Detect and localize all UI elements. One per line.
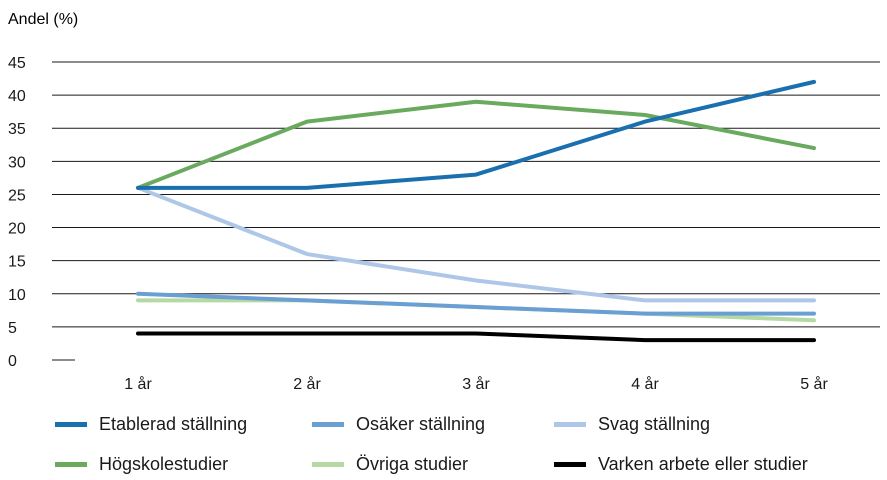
y-tick-label: 40 [8, 88, 26, 105]
series-line [136, 298, 816, 323]
legend-swatch [312, 422, 344, 427]
legend-label: Osäker ställning [356, 414, 486, 434]
y-axis-ticks: 0 5 10 15 20 25 30 35 40 45 [8, 55, 26, 370]
y-axis-title: Andel (%) [8, 11, 78, 28]
legend-item: Varken arbete eller studier [554, 454, 808, 475]
series-line [136, 331, 816, 343]
legend-label: Svag ställning [598, 414, 711, 434]
legend-item: Etablerad ställning [55, 414, 247, 435]
legend-swatch [55, 422, 87, 427]
legend-label: Etablerad ställning [99, 414, 248, 434]
x-axis-ticks: 1 år 2 år 3 år 4 år 5 år [124, 375, 828, 393]
x-tick-label: 2 år [293, 375, 321, 393]
legend-label: Övriga studier [356, 454, 469, 474]
series-line [136, 185, 816, 303]
legend-swatch [55, 462, 87, 467]
y-tick-label: 30 [8, 154, 26, 171]
legend-swatch [312, 462, 344, 467]
legend-item: Osäker ställning [312, 414, 485, 435]
series-lines [136, 79, 816, 343]
y-tick-label: 35 [8, 121, 26, 138]
x-tick-label: 5 år [800, 375, 828, 393]
series-line [136, 79, 816, 190]
legend-item: Svag ställning [554, 414, 710, 435]
series-line [136, 291, 816, 316]
legend-label: Varken arbete eller studier [598, 454, 808, 474]
legend-swatch [554, 462, 586, 467]
legend-label: Högskolestudier [99, 454, 229, 474]
y-tick-label: 5 [8, 320, 17, 337]
legend-item: Högskolestudier [55, 454, 228, 475]
x-tick-label: 1 år [124, 375, 152, 393]
y-tick-label: 15 [8, 254, 26, 271]
x-tick-label: 4 år [631, 375, 659, 393]
y-tick-label: 10 [8, 287, 26, 304]
grid [52, 61, 880, 361]
series-line [136, 99, 816, 190]
y-tick-label: 20 [8, 221, 26, 238]
y-tick-label: 25 [8, 187, 26, 204]
legend-item: Övriga studier [312, 454, 468, 475]
legend-swatch [554, 422, 586, 427]
x-tick-label: 3 år [462, 375, 490, 393]
legend: Etablerad ställning Osäker ställning Svag … [0, 400, 887, 480]
y-tick-label: 45 [8, 55, 26, 72]
y-tick-label: 0 [8, 353, 17, 370]
